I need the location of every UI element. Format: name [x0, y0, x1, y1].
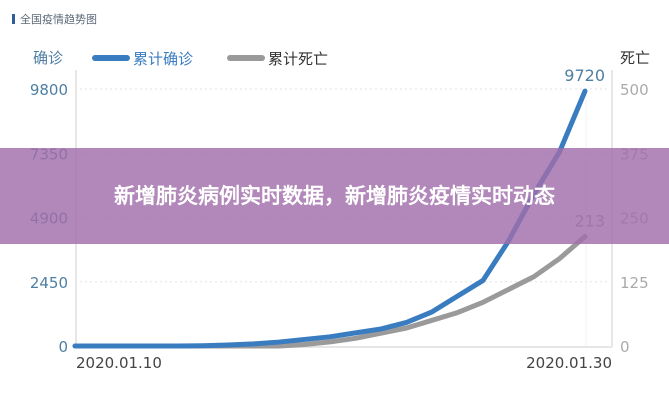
y-tick-label: 9800 [30, 81, 68, 99]
end-value-label: 9720 [564, 66, 605, 85]
headline-text: 新增肺炎病例实时数据，新增肺炎疫情实时动态 [114, 184, 555, 208]
y-axis-label: 确诊 [33, 49, 63, 67]
y-right-tick-label: 500 [620, 81, 649, 99]
legend-label: 累计死亡 [268, 50, 328, 68]
y-right-axis-label: 死亡 [620, 49, 650, 67]
y-tick-label: 2450 [30, 274, 68, 292]
series-line-deaths [72, 234, 588, 349]
chart-title: 全国疫情趋势图 [12, 11, 97, 27]
y-right-tick-label: 0 [620, 338, 630, 356]
x-tick-label: 2020.01.30 [526, 354, 612, 372]
headline-banner: 新增肺炎病例实时数据，新增肺炎疫情实时动态 [0, 148, 669, 244]
y-right-tick-label: 125 [620, 274, 649, 292]
chart-title-text: 全国疫情趋势图 [20, 13, 97, 26]
y-tick-label: 0 [58, 338, 68, 356]
legend-label: 累计确诊 [133, 50, 193, 68]
x-tick-label: 2020.01.10 [76, 354, 162, 372]
title-accent [12, 14, 15, 24]
